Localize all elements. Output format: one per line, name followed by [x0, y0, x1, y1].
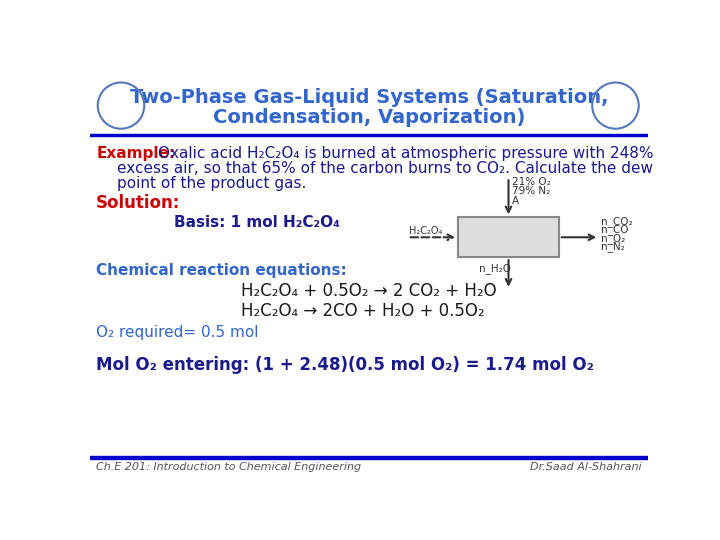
Text: H₂C₂O₄ + 0.5O₂ → 2 CO₂ + H₂O: H₂C₂O₄ + 0.5O₂ → 2 CO₂ + H₂O	[241, 282, 497, 300]
Text: Condensation, Vaporization): Condensation, Vaporization)	[213, 107, 525, 127]
Text: point of the product gas.: point of the product gas.	[117, 177, 307, 192]
Text: Mol O₂ entering: (1 + 2.48)(0.5 mol O₂) = 1.74 mol O₂: Mol O₂ entering: (1 + 2.48)(0.5 mol O₂) …	[96, 356, 594, 374]
Text: Ch.E 201: Introduction to Chemical Engineering: Ch.E 201: Introduction to Chemical Engin…	[96, 462, 361, 472]
Text: Two-Phase Gas-Liquid Systems (Saturation,: Two-Phase Gas-Liquid Systems (Saturation…	[130, 89, 608, 107]
Text: Oxalic acid H₂C₂O₄ is burned at atmospheric pressure with 248%: Oxalic acid H₂C₂O₄ is burned at atmosphe…	[158, 146, 654, 161]
Text: n_N₂: n_N₂	[600, 241, 624, 252]
Text: 79% N₂: 79% N₂	[512, 186, 550, 197]
Text: n_O₂: n_O₂	[600, 233, 625, 244]
Text: excess air, so that 65% of the carbon burns to CO₂. Calculate the dew: excess air, so that 65% of the carbon bu…	[117, 161, 653, 176]
Bar	[90, 65, 648, 134]
Text: Chemical reaction equations:: Chemical reaction equations:	[96, 264, 347, 279]
Text: H₂C₂O₄: H₂C₂O₄	[409, 226, 443, 236]
Text: A: A	[512, 195, 518, 206]
Bar	[90, 134, 648, 137]
Text: O₂ required= 0.5 mol: O₂ required= 0.5 mol	[96, 325, 258, 340]
Text: Basis: 1 mol H₂C₂O₄: Basis: 1 mol H₂C₂O₄	[174, 215, 340, 230]
Text: n_H₂O: n_H₂O	[479, 264, 511, 274]
Text: n_CO: n_CO	[600, 224, 629, 235]
Text: Example:: Example:	[96, 146, 176, 161]
Bar	[90, 456, 648, 459]
Bar	[458, 217, 559, 257]
Text: 21% O₂: 21% O₂	[512, 177, 550, 187]
Text: Dr.Saad Al-Shahrani: Dr.Saad Al-Shahrani	[530, 462, 642, 472]
Text: H₂C₂O₄ → 2CO + H₂O + 0.5O₂: H₂C₂O₄ → 2CO + H₂O + 0.5O₂	[241, 302, 485, 320]
Text: n_CO₂: n_CO₂	[600, 215, 632, 227]
Text: Solution:: Solution:	[96, 194, 181, 212]
